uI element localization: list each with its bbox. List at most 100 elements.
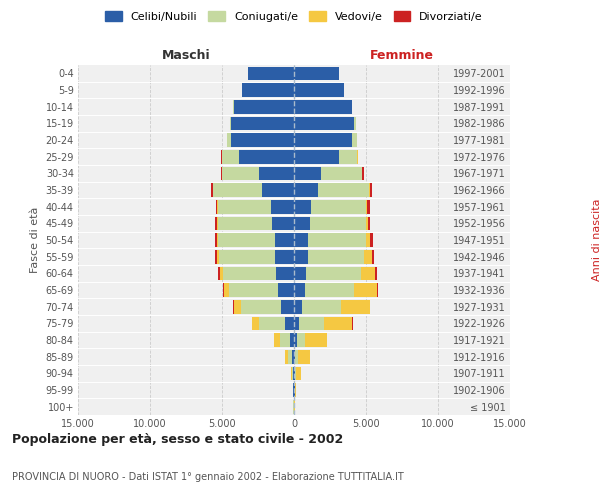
- Legend: Celibi/Nubili, Coniugati/e, Vedovi/e, Divorziati/e: Celibi/Nubili, Coniugati/e, Vedovi/e, Di…: [102, 8, 486, 25]
- Bar: [294, 83, 344, 97]
- Bar: [230, 116, 294, 130]
- Bar: [370, 183, 373, 197]
- Bar: [352, 133, 356, 147]
- Bar: [219, 250, 275, 264]
- Bar: [323, 316, 352, 330]
- Bar: [302, 300, 341, 314]
- Bar: [286, 350, 288, 364]
- Bar: [305, 333, 327, 347]
- Text: Maschi: Maschi: [161, 48, 211, 62]
- Bar: [217, 233, 218, 247]
- Bar: [294, 100, 352, 114]
- Y-axis label: Fasce di età: Fasce di età: [30, 207, 40, 273]
- Bar: [288, 350, 292, 364]
- Bar: [296, 333, 305, 347]
- Bar: [286, 316, 294, 330]
- Bar: [294, 66, 338, 80]
- Bar: [292, 366, 293, 380]
- Bar: [217, 216, 218, 230]
- Bar: [214, 183, 262, 197]
- Bar: [229, 283, 278, 297]
- Bar: [221, 166, 222, 180]
- Bar: [242, 83, 294, 97]
- Bar: [233, 100, 294, 114]
- Bar: [341, 300, 370, 314]
- Bar: [293, 383, 294, 397]
- Bar: [294, 366, 295, 380]
- Bar: [218, 266, 220, 280]
- Bar: [294, 250, 308, 264]
- Bar: [298, 350, 310, 364]
- Bar: [222, 150, 239, 164]
- Bar: [294, 183, 319, 197]
- Bar: [294, 133, 352, 147]
- Bar: [291, 366, 292, 380]
- Bar: [338, 150, 358, 164]
- Bar: [295, 350, 298, 364]
- Bar: [306, 266, 361, 280]
- Bar: [217, 250, 219, 264]
- Bar: [294, 116, 355, 130]
- Text: PROVINCIA DI NUORO - Dati ISTAT 1° gennaio 2002 - Elaborazione TUTTITALIA.IT: PROVINCIA DI NUORO - Dati ISTAT 1° genna…: [12, 472, 404, 482]
- Bar: [248, 66, 294, 80]
- Bar: [367, 200, 370, 213]
- Bar: [294, 350, 295, 364]
- Bar: [368, 216, 370, 230]
- Bar: [224, 283, 229, 297]
- Bar: [218, 216, 272, 230]
- Bar: [311, 200, 366, 213]
- Bar: [271, 200, 294, 213]
- Bar: [292, 350, 294, 364]
- Bar: [259, 166, 294, 180]
- Bar: [294, 266, 306, 280]
- Bar: [319, 183, 369, 197]
- Bar: [308, 233, 366, 247]
- Bar: [354, 283, 377, 297]
- Bar: [308, 250, 364, 264]
- Bar: [220, 266, 223, 280]
- Bar: [215, 233, 217, 247]
- Bar: [275, 233, 294, 247]
- Bar: [275, 250, 294, 264]
- Bar: [294, 233, 308, 247]
- Bar: [366, 200, 367, 213]
- Bar: [252, 316, 259, 330]
- Bar: [361, 266, 376, 280]
- Bar: [294, 150, 338, 164]
- Bar: [310, 216, 366, 230]
- Bar: [215, 200, 217, 213]
- Bar: [366, 216, 368, 230]
- Bar: [230, 133, 294, 147]
- Bar: [294, 166, 322, 180]
- Bar: [276, 266, 294, 280]
- Bar: [370, 233, 373, 247]
- Bar: [259, 316, 286, 330]
- Bar: [281, 300, 294, 314]
- Text: Popolazione per età, sesso e stato civile - 2002: Popolazione per età, sesso e stato civil…: [12, 432, 343, 446]
- Bar: [294, 300, 302, 314]
- Bar: [293, 366, 294, 380]
- Bar: [272, 216, 294, 230]
- Bar: [290, 333, 294, 347]
- Bar: [295, 383, 296, 397]
- Bar: [376, 266, 377, 280]
- Bar: [299, 316, 323, 330]
- Bar: [294, 216, 310, 230]
- Bar: [278, 283, 294, 297]
- Bar: [222, 166, 259, 180]
- Bar: [217, 200, 218, 213]
- Bar: [215, 250, 217, 264]
- Bar: [294, 333, 296, 347]
- Bar: [218, 200, 271, 213]
- Bar: [223, 266, 276, 280]
- Bar: [355, 116, 356, 130]
- Bar: [295, 366, 296, 380]
- Bar: [262, 183, 294, 197]
- Bar: [233, 300, 241, 314]
- Bar: [373, 250, 374, 264]
- Bar: [305, 283, 354, 297]
- Bar: [241, 300, 281, 314]
- Bar: [218, 233, 275, 247]
- Bar: [274, 333, 280, 347]
- Text: Femmine: Femmine: [370, 48, 434, 62]
